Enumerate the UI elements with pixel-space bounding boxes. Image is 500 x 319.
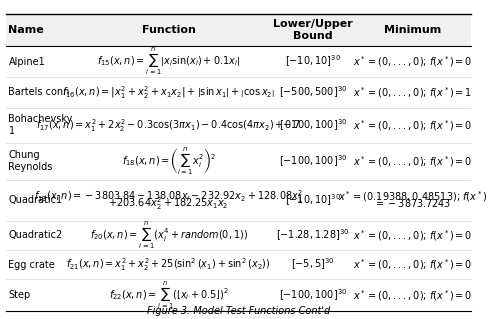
Text: Function: Function xyxy=(142,25,196,35)
Text: $f_{22}(x,n) = \sum_{i=1}^{n} (\lfloor x_i + 0.5 \rfloor)^2$: $f_{22}(x,n) = \sum_{i=1}^{n} (\lfloor x… xyxy=(109,279,228,311)
Text: $[-5,5]^{30}$: $[-5,5]^{30}$ xyxy=(291,257,335,272)
Text: $f_{15}(x,n) = \sum_{i=1}^{n} \left| x_i \sin(x_i) + 0.1x_i \right|$: $f_{15}(x,n) = \sum_{i=1}^{n} \left| x_i… xyxy=(97,46,240,77)
Text: Quadratic1: Quadratic1 xyxy=(8,195,62,205)
Text: $f_{20}(x,n) = \sum_{i=1}^{n} (x_i^4 + random(0,1))$: $f_{20}(x,n) = \sum_{i=1}^{n} (x_i^4 + r… xyxy=(90,220,248,251)
Text: Chung
Reynolds: Chung Reynolds xyxy=(8,150,53,172)
Text: Minimum: Minimum xyxy=(384,25,441,35)
Text: $[-100,100]^{30}$: $[-100,100]^{30}$ xyxy=(278,117,347,133)
Text: Bartels conn: Bartels conn xyxy=(8,87,70,97)
Text: $x^* = (0,...,0)$; $f(x^*) = 0$: $x^* = (0,...,0)$; $f(x^*) = 0$ xyxy=(353,154,472,168)
Text: $f_{21}(x,n) = x_1^2 + x_2^2 + 25(\sin^2(x_1) + \sin^2(x_2))$: $f_{21}(x,n) = x_1^2 + x_2^2 + 25(\sin^2… xyxy=(66,256,271,273)
Text: $[-100,100]^{30}$: $[-100,100]^{30}$ xyxy=(278,287,347,303)
Text: $f_{16}(x,n) = \left| x_1^2 + x_2^2 + x_1 x_2 \right| + \left| \sin x_1 \right| : $f_{16}(x,n) = \left| x_1^2 + x_2^2 + x_… xyxy=(62,84,275,100)
Text: $[-100,100]^{30}$: $[-100,100]^{30}$ xyxy=(278,153,347,169)
Text: $[-10,10]^{30}$: $[-10,10]^{30}$ xyxy=(284,192,341,208)
Text: $f_{19}(x,n) = -3803.84 - 138.08x_i - 232.92x_2 + 128.08x_1^2$: $f_{19}(x,n) = -3803.84 - 138.08x_i - 23… xyxy=(34,188,303,205)
Text: Figure 3. Model Test Functions Cont'd: Figure 3. Model Test Functions Cont'd xyxy=(146,306,330,316)
Text: $[-1.28,1.28]^{30}$: $[-1.28,1.28]^{30}$ xyxy=(276,228,349,243)
Bar xyxy=(6,14,470,46)
Text: Step: Step xyxy=(8,290,30,300)
Text: Alpine1: Alpine1 xyxy=(8,56,45,67)
Text: $f_{17}(x,n) = x_1^2 + 2x_2^2 - 0.3\cos(3\pi x_1) - 0.4\cos(4\pi x_2) + 0.7$: $f_{17}(x,n) = x_1^2 + 2x_2^2 - 0.3\cos(… xyxy=(36,117,301,134)
Text: Lower/Upper
Bound: Lower/Upper Bound xyxy=(273,19,352,41)
Text: Name: Name xyxy=(8,25,44,35)
Text: $[-10,10]^{30}$: $[-10,10]^{30}$ xyxy=(284,54,341,69)
Text: $= -3873.7243$: $= -3873.7243$ xyxy=(374,197,451,209)
Text: $[-500,500]^{30}$: $[-500,500]^{30}$ xyxy=(278,84,347,100)
Text: $f_{18}(x,n) = \left(\sum_{i=1}^{n} x_i^2\right)^2$: $f_{18}(x,n) = \left(\sum_{i=1}^{n} x_i^… xyxy=(122,145,216,177)
Text: Quadratic2: Quadratic2 xyxy=(8,230,62,241)
Text: $x^* = (0,...,0)$; $f(x^*) = 0$: $x^* = (0,...,0)$; $f(x^*) = 0$ xyxy=(353,54,472,69)
Text: Egg crate: Egg crate xyxy=(8,260,55,270)
Text: Bohachevsky
1: Bohachevsky 1 xyxy=(8,114,73,136)
Text: $x^* = (0,...,0)$; $f(x^*) = 0$: $x^* = (0,...,0)$; $f(x^*) = 0$ xyxy=(353,288,472,303)
Text: $x^* = (0,...,0)$; $f(x^*) = 0$: $x^* = (0,...,0)$; $f(x^*) = 0$ xyxy=(353,257,472,272)
Text: $+ 203.64x_2^2 + 182.25x_1 x_2$: $+ 203.64x_2^2 + 182.25x_1 x_2$ xyxy=(108,195,229,212)
Text: $x^* = (0.19388,0.48513)$; $f(x^*)$: $x^* = (0.19388,0.48513)$; $f(x^*)$ xyxy=(338,189,487,204)
Text: $x^* = (0,...,0)$; $f(x^*) = 0$: $x^* = (0,...,0)$; $f(x^*) = 0$ xyxy=(353,228,472,243)
Text: $x^* = (0,...,0)$; $f(x^*) = 0$: $x^* = (0,...,0)$; $f(x^*) = 0$ xyxy=(353,118,472,132)
Text: $x^* = (0,...,0)$; $f(x^*) = 1$: $x^* = (0,...,0)$; $f(x^*) = 1$ xyxy=(353,85,472,100)
